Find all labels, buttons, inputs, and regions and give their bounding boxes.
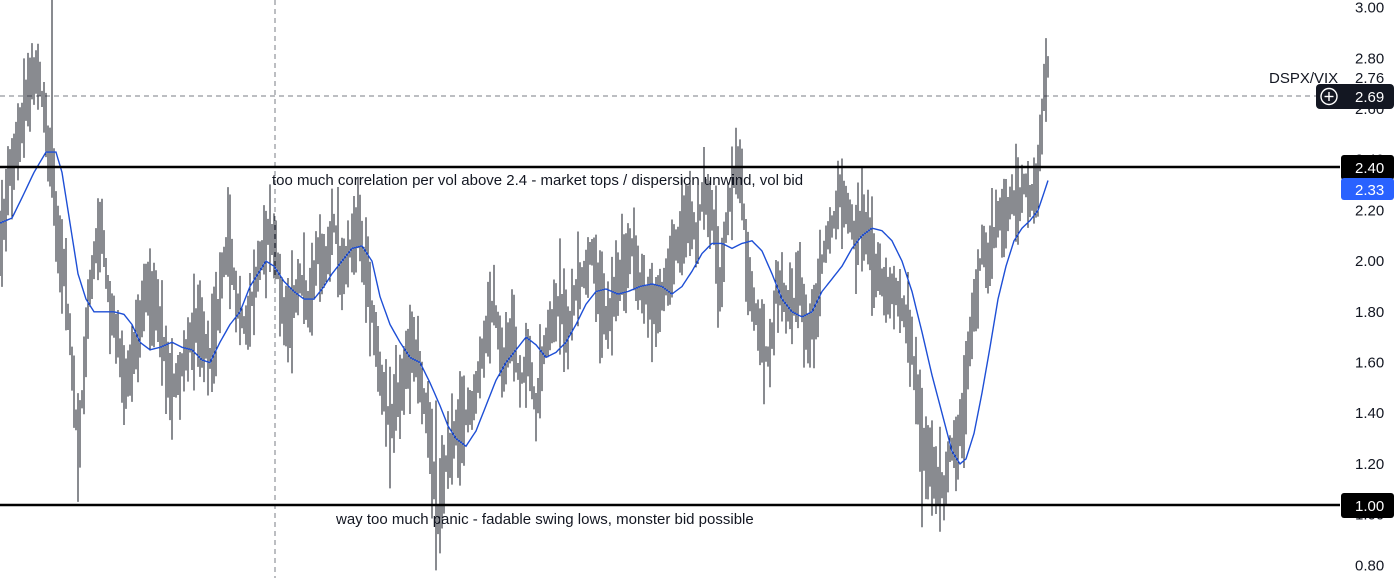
level-tag-lower-value: 1.00 <box>1355 498 1384 515</box>
annotation-upper: too much correlation per vol above 2.4 -… <box>272 172 803 189</box>
ma-tag-value: 2.33 <box>1355 182 1384 199</box>
y-tick-label: 2.80 <box>1355 50 1384 67</box>
y-tick-label: 1.80 <box>1355 304 1384 321</box>
crosshair-price-tag <box>1316 84 1394 109</box>
annotation-lower: way too much panic - fadable swing lows,… <box>335 511 754 528</box>
price-axis[interactable]: 3.002.802.602.402.202.001.801.601.401.20… <box>1269 0 1394 574</box>
level-tag-lower <box>1341 493 1394 518</box>
y-tick-label: 1.60 <box>1355 355 1384 372</box>
y-tick-label: 0.80 <box>1355 557 1384 574</box>
y-tick-label: 2.00 <box>1355 253 1384 270</box>
y-tick-label: 3.00 <box>1355 0 1384 17</box>
symbol-label: DSPX/VIX <box>1269 70 1338 87</box>
moving-average-line <box>0 151 1049 465</box>
ma-tag <box>1341 178 1394 200</box>
level-tag-upper-value: 2.40 <box>1355 160 1384 177</box>
last-price-value: 2.76 <box>1355 70 1384 87</box>
plot-area[interactable]: too much correlation per vol above 2.4 -… <box>0 0 1340 578</box>
crosshair-price-value: 2.69 <box>1355 89 1384 106</box>
y-tick-label: 2.20 <box>1355 202 1384 219</box>
y-tick-label: 1.20 <box>1355 456 1384 473</box>
level-tag-upper <box>1341 155 1394 180</box>
y-tick-label: 1.40 <box>1355 405 1384 422</box>
plus-circle-icon[interactable] <box>1320 87 1338 106</box>
ohlc-bars <box>0 0 1049 571</box>
